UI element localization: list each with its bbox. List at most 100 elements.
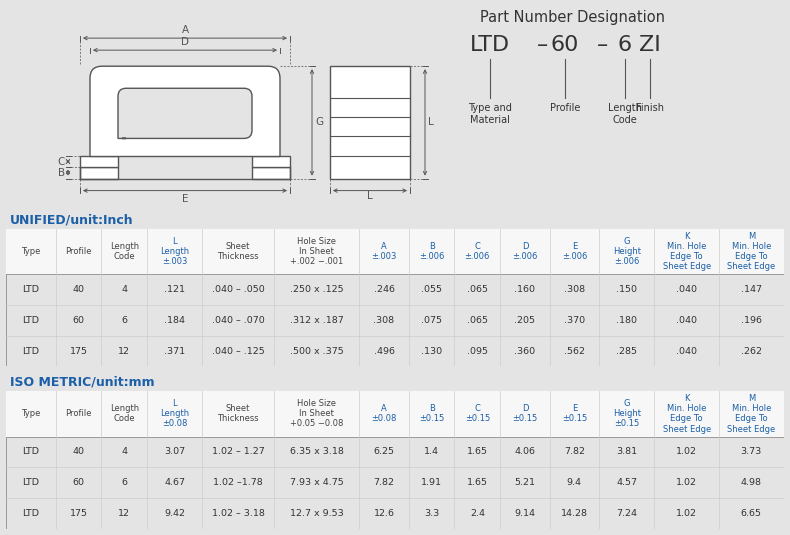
Text: C: C bbox=[58, 157, 65, 166]
Text: Hole Size
In Sheet
+.002 −.001: Hole Size In Sheet +.002 −.001 bbox=[290, 238, 343, 266]
Text: .205: .205 bbox=[514, 316, 536, 325]
Bar bbox=[6, 391, 784, 529]
Text: 14.28: 14.28 bbox=[561, 509, 588, 518]
Text: .040 – .070: .040 – .070 bbox=[212, 316, 265, 325]
Text: Length
Code: Length Code bbox=[110, 242, 139, 262]
Text: 5.21: 5.21 bbox=[514, 478, 536, 487]
PathPatch shape bbox=[118, 88, 252, 139]
Text: 7.24: 7.24 bbox=[616, 509, 638, 518]
Text: 4: 4 bbox=[122, 285, 127, 294]
Bar bbox=[6, 229, 784, 274]
Bar bbox=[252, 166, 290, 179]
Text: Sheet
Thickness: Sheet Thickness bbox=[217, 242, 259, 262]
Text: LTD: LTD bbox=[470, 35, 510, 55]
Text: L
Length
±.003: L Length ±.003 bbox=[160, 238, 190, 266]
Text: M
Min. Hole
Edge To
Sheet Edge: M Min. Hole Edge To Sheet Edge bbox=[728, 232, 776, 271]
Text: Finish: Finish bbox=[636, 103, 664, 113]
Text: Length
Code: Length Code bbox=[110, 404, 139, 424]
Text: A
±.003: A ±.003 bbox=[371, 242, 397, 262]
Text: 4: 4 bbox=[122, 447, 127, 456]
Text: .065: .065 bbox=[467, 285, 487, 294]
Text: D
±.006: D ±.006 bbox=[512, 242, 537, 262]
Bar bbox=[80, 156, 118, 166]
Text: B
±0.15: B ±0.15 bbox=[419, 404, 444, 424]
Text: 6: 6 bbox=[122, 478, 127, 487]
Text: 1.02: 1.02 bbox=[676, 509, 697, 518]
Text: 1.91: 1.91 bbox=[421, 478, 442, 487]
Text: .160: .160 bbox=[514, 285, 536, 294]
Text: 12: 12 bbox=[118, 347, 130, 356]
Text: E
±0.15: E ±0.15 bbox=[562, 404, 587, 424]
Text: 4.57: 4.57 bbox=[616, 478, 638, 487]
Text: 1.02: 1.02 bbox=[676, 478, 697, 487]
Text: A
±0.08: A ±0.08 bbox=[371, 404, 397, 424]
Text: .371: .371 bbox=[164, 347, 186, 356]
Text: .055: .055 bbox=[421, 285, 442, 294]
Text: 3.81: 3.81 bbox=[616, 447, 638, 456]
Text: Part Number Designation: Part Number Designation bbox=[480, 10, 665, 25]
Text: 7.93 x 4.75: 7.93 x 4.75 bbox=[290, 478, 344, 487]
Text: Profile: Profile bbox=[550, 103, 580, 113]
Text: 9.4: 9.4 bbox=[567, 478, 582, 487]
Text: Type and
Material: Type and Material bbox=[468, 103, 512, 125]
Text: K
Min. Hole
Edge To
Sheet Edge: K Min. Hole Edge To Sheet Edge bbox=[663, 394, 711, 433]
Text: .040 – .125: .040 – .125 bbox=[212, 347, 265, 356]
Text: UNIFIED/unit:Inch: UNIFIED/unit:Inch bbox=[10, 213, 134, 226]
Text: 175: 175 bbox=[70, 347, 88, 356]
Text: G: G bbox=[315, 117, 323, 127]
Text: 60: 60 bbox=[73, 316, 85, 325]
Text: 6: 6 bbox=[122, 316, 127, 325]
Text: M
Min. Hole
Edge To
Sheet Edge: M Min. Hole Edge To Sheet Edge bbox=[728, 394, 776, 433]
Text: Length
Code: Length Code bbox=[608, 103, 642, 125]
Bar bbox=[252, 156, 290, 166]
Text: 6.65: 6.65 bbox=[741, 509, 762, 518]
Text: .360: .360 bbox=[514, 347, 536, 356]
Text: .496: .496 bbox=[374, 347, 394, 356]
Text: B: B bbox=[58, 167, 65, 178]
Text: 12.7 x 9.53: 12.7 x 9.53 bbox=[290, 509, 344, 518]
Text: 175: 175 bbox=[70, 509, 88, 518]
Text: .250 x .125: .250 x .125 bbox=[290, 285, 344, 294]
Text: 1.65: 1.65 bbox=[467, 447, 487, 456]
Text: .095: .095 bbox=[467, 347, 487, 356]
Text: .040: .040 bbox=[676, 285, 697, 294]
Text: .065: .065 bbox=[467, 316, 487, 325]
Text: L: L bbox=[428, 117, 434, 127]
Text: 12.6: 12.6 bbox=[374, 509, 394, 518]
Text: 9.14: 9.14 bbox=[514, 509, 536, 518]
Text: .180: .180 bbox=[616, 316, 638, 325]
Text: ZI: ZI bbox=[639, 35, 661, 55]
Bar bbox=[6, 229, 784, 366]
Text: A: A bbox=[182, 25, 189, 35]
Text: B
±.006: B ±.006 bbox=[419, 242, 444, 262]
PathPatch shape bbox=[90, 66, 280, 156]
Text: 6: 6 bbox=[618, 35, 632, 55]
Text: E
±.006: E ±.006 bbox=[562, 242, 587, 262]
Text: .312 x .187: .312 x .187 bbox=[290, 316, 344, 325]
Text: 4.98: 4.98 bbox=[741, 478, 762, 487]
Text: .262: .262 bbox=[741, 347, 762, 356]
Text: G
Height
±0.15: G Height ±0.15 bbox=[613, 400, 641, 429]
Text: 40: 40 bbox=[73, 447, 85, 456]
Text: K
Min. Hole
Edge To
Sheet Edge: K Min. Hole Edge To Sheet Edge bbox=[663, 232, 711, 271]
Text: 1.02 –1.78: 1.02 –1.78 bbox=[213, 478, 263, 487]
Text: D: D bbox=[181, 37, 189, 47]
Text: 9.42: 9.42 bbox=[164, 509, 185, 518]
Text: Hole Size
In Sheet
+0.05 −0.08: Hole Size In Sheet +0.05 −0.08 bbox=[290, 400, 343, 429]
Text: .147: .147 bbox=[741, 285, 762, 294]
Text: LTD: LTD bbox=[23, 316, 40, 325]
Text: .562: .562 bbox=[564, 347, 585, 356]
Text: .040 – .050: .040 – .050 bbox=[212, 285, 265, 294]
Text: 3.07: 3.07 bbox=[164, 447, 186, 456]
Text: .040: .040 bbox=[676, 347, 697, 356]
Text: C
±0.15: C ±0.15 bbox=[465, 404, 490, 424]
Text: 7.82: 7.82 bbox=[564, 447, 585, 456]
Text: G
Height
±.006: G Height ±.006 bbox=[613, 238, 641, 266]
Text: LTD: LTD bbox=[23, 447, 40, 456]
Text: Profile: Profile bbox=[66, 409, 92, 418]
Text: LTD: LTD bbox=[23, 285, 40, 294]
Text: 4.06: 4.06 bbox=[514, 447, 536, 456]
Text: 2.4: 2.4 bbox=[470, 509, 485, 518]
Text: 3.3: 3.3 bbox=[424, 509, 439, 518]
Text: .130: .130 bbox=[421, 347, 442, 356]
